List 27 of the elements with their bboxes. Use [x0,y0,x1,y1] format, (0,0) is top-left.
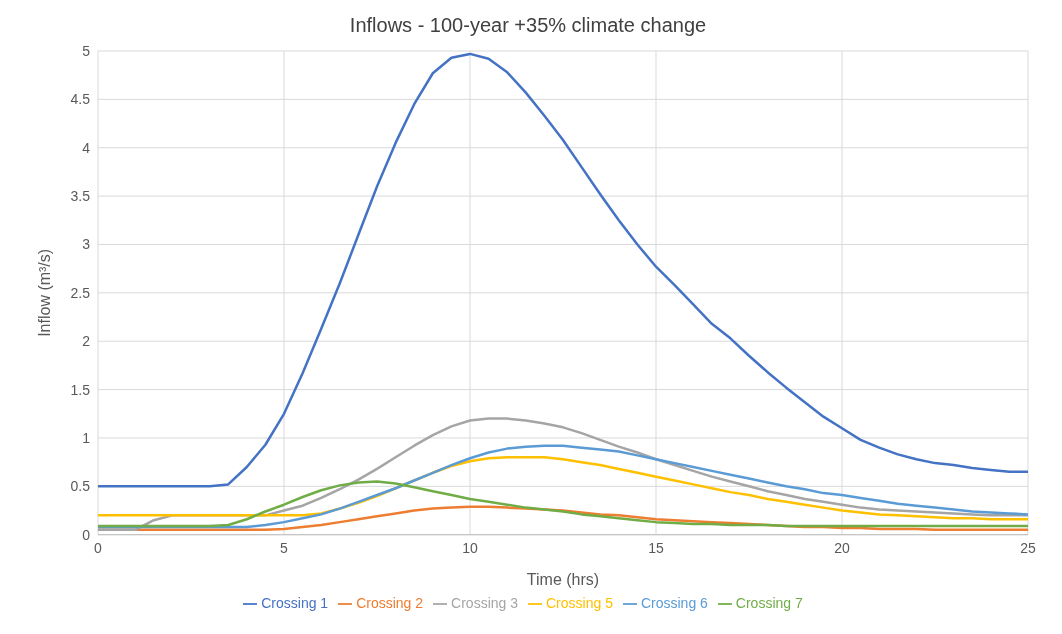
y-tick-label: 0 [82,526,91,543]
legend-label: Crossing 2 [356,594,424,611]
y-tick-label: 2.5 [70,284,91,301]
x-axis-title: Time (hrs) [526,570,600,588]
y-tick-label: 2 [82,333,91,350]
x-tick-label: 0 [94,539,103,556]
legend-label: Crossing 6 [640,594,708,611]
legend-label: Crossing 1 [261,594,329,611]
x-tick-label: 5 [280,539,289,556]
y-tick-label: 4 [82,139,91,156]
x-tick-label: 15 [648,539,664,556]
legend-label: Crossing 3 [451,594,518,611]
y-tick-label: 5 [82,42,91,59]
y-tick-label: 0.5 [70,478,91,495]
y-tick-label: 1.5 [70,381,91,398]
line-series [98,480,1028,528]
legend-label: Crossing 7 [735,594,803,611]
x-tick-label: 10 [462,539,478,556]
legend-label: Crossing 5 [546,594,613,611]
y-tick-label: 3 [82,236,91,253]
y-tick-label: 1 [82,429,91,446]
x-tick-label: 20 [834,539,850,556]
y-axis-title: Inflow (m³/s) [36,248,53,337]
y-tick-label: 3.5 [70,188,91,205]
x-tick-label: 25 [1020,539,1036,556]
y-tick-label: 4.5 [70,91,91,108]
chart-title: Inflows - 100-year +35% climate change [348,14,708,37]
